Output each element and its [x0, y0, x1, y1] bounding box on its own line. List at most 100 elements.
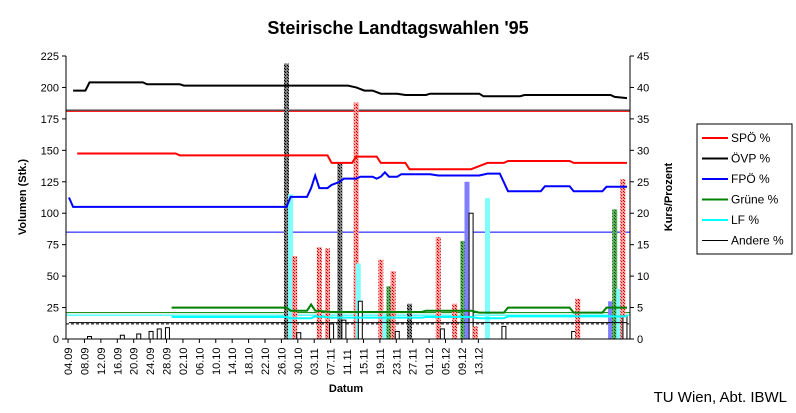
- left-tick-label: 125: [41, 177, 59, 189]
- x-tick-label: 13.12: [473, 347, 485, 375]
- x-tick-label: 07.11: [326, 348, 338, 375]
- x-tick-label: 22.10: [260, 347, 272, 375]
- volume-bar: [390, 271, 396, 339]
- right-tick-label: 5: [637, 303, 643, 315]
- x-tick-label: 14.10: [227, 347, 239, 375]
- right-tick-label: 30: [637, 145, 649, 157]
- volume-bar: [156, 328, 162, 340]
- right-tick-label: 10: [637, 271, 649, 283]
- x-tick-label: 04.09: [63, 347, 75, 375]
- series-lines: [68, 81, 628, 324]
- right-tick-label: 0: [637, 334, 643, 346]
- volume-bar: [608, 301, 614, 339]
- volume-bar: [136, 333, 142, 340]
- volume-bar: [357, 300, 363, 340]
- legend-box: [696, 123, 793, 255]
- legend-label: LF %: [731, 213, 759, 227]
- x-tick-label: 27.11: [408, 348, 420, 375]
- volume-bar: [378, 259, 384, 339]
- volume-bar: [464, 181, 470, 339]
- x-tick-label: 26.10: [276, 347, 288, 375]
- x-tick-label: 01.12: [424, 347, 436, 375]
- x-axis-ticks: 04.09 08.09 12.09 16.09 20.09 24.09 28.09 02.10…: [63, 339, 485, 375]
- left-tick-label: 100: [41, 208, 59, 220]
- volume-bar: [616, 288, 622, 339]
- right-tick-label: 15: [637, 240, 649, 252]
- volume-bar: [164, 327, 170, 340]
- series-line: [77, 152, 627, 171]
- left-axis-ticks: 0 25 50 75 100 125 150 175 200 225: [41, 51, 66, 346]
- y-axis-right-label: Kurs/Prozent: [663, 162, 675, 231]
- x-tick-label: 20.09: [129, 347, 141, 375]
- volume-bar: [468, 212, 474, 340]
- y-axis-left-label: Volumen (Stk.): [17, 159, 29, 236]
- volume-bar: [485, 198, 490, 339]
- right-tick-label: 20: [637, 208, 649, 220]
- legend-label: ÖVP %: [731, 152, 770, 166]
- x-tick-label: 11.11: [342, 349, 354, 375]
- x-tick-label: 02.10: [178, 347, 190, 375]
- volume-bar: [452, 303, 458, 339]
- x-tick-label: 06.10: [194, 347, 206, 375]
- volume-bar: [575, 298, 581, 339]
- credit-text: TU Wien, Abt. IBWL: [654, 389, 787, 406]
- x-tick-label: 28.09: [162, 347, 174, 375]
- left-tick-label: 75: [47, 240, 59, 252]
- left-tick-label: 150: [41, 145, 59, 157]
- left-tick-label: 50: [47, 271, 59, 283]
- volume-bar: [119, 334, 125, 340]
- volume-bar: [407, 303, 413, 339]
- volume-bar: [337, 162, 343, 339]
- x-tick-label: 19.11: [375, 348, 387, 375]
- volume-bar: [620, 179, 626, 339]
- x-tick-label: 03.11: [309, 348, 321, 375]
- series-line: [171, 315, 627, 320]
- x-tick-label: 18.10: [244, 347, 256, 375]
- left-tick-label: 25: [47, 303, 59, 315]
- volume-bar: [571, 330, 577, 340]
- legend-label: Grüne %: [731, 193, 779, 207]
- series-line: [73, 81, 628, 100]
- series-line: [171, 302, 627, 314]
- legend-label: Andere %: [731, 234, 784, 248]
- x-tick-label: 05.12: [441, 347, 453, 375]
- x-axis-label: Datum: [329, 383, 363, 395]
- volume-bar: [288, 194, 294, 339]
- right-tick-label: 40: [637, 82, 649, 94]
- volume-bar: [329, 323, 335, 340]
- volume-bar: [324, 248, 330, 339]
- chart-title: Steirische Landtagswahlen '95: [267, 18, 528, 38]
- x-tick-label: 24.09: [145, 347, 157, 375]
- volume-bar: [612, 209, 618, 339]
- left-tick-label: 200: [41, 82, 59, 94]
- right-tick-label: 45: [637, 51, 649, 63]
- plot-background: [66, 56, 630, 339]
- left-tick-label: 225: [41, 51, 59, 63]
- x-tick-label: 08.09: [79, 347, 91, 375]
- x-tick-label: 10.10: [211, 347, 223, 375]
- x-tick-label: 30.10: [293, 347, 305, 375]
- right-tick-label: 25: [637, 177, 649, 189]
- legend-label: FPÖ %: [731, 172, 770, 186]
- volume-bar: [296, 332, 302, 340]
- right-axis-ticks: 0 5 10 15 20 25 30 35 40 45: [630, 51, 649, 346]
- legend-label: SPÖ %: [731, 131, 771, 145]
- volume-bar: [435, 237, 441, 339]
- volume-bar: [148, 330, 154, 340]
- volume-bar: [439, 328, 445, 340]
- volume-bar: [292, 255, 298, 339]
- plot-area: [65, 56, 631, 340]
- left-tick-label: 175: [41, 114, 59, 126]
- volume-bar: [316, 247, 322, 339]
- right-tick-label: 35: [637, 114, 649, 126]
- series-line: [68, 170, 627, 208]
- reference-lines: [66, 109, 630, 325]
- volume-bar: [382, 313, 388, 339]
- left-tick-label: 0: [53, 334, 59, 346]
- volume-bar: [283, 63, 289, 340]
- volume-bar: [394, 330, 400, 340]
- x-tick-label: 23.11: [391, 348, 403, 375]
- x-tick-label: 12.09: [96, 347, 108, 375]
- x-tick-label: 15.11: [358, 348, 370, 375]
